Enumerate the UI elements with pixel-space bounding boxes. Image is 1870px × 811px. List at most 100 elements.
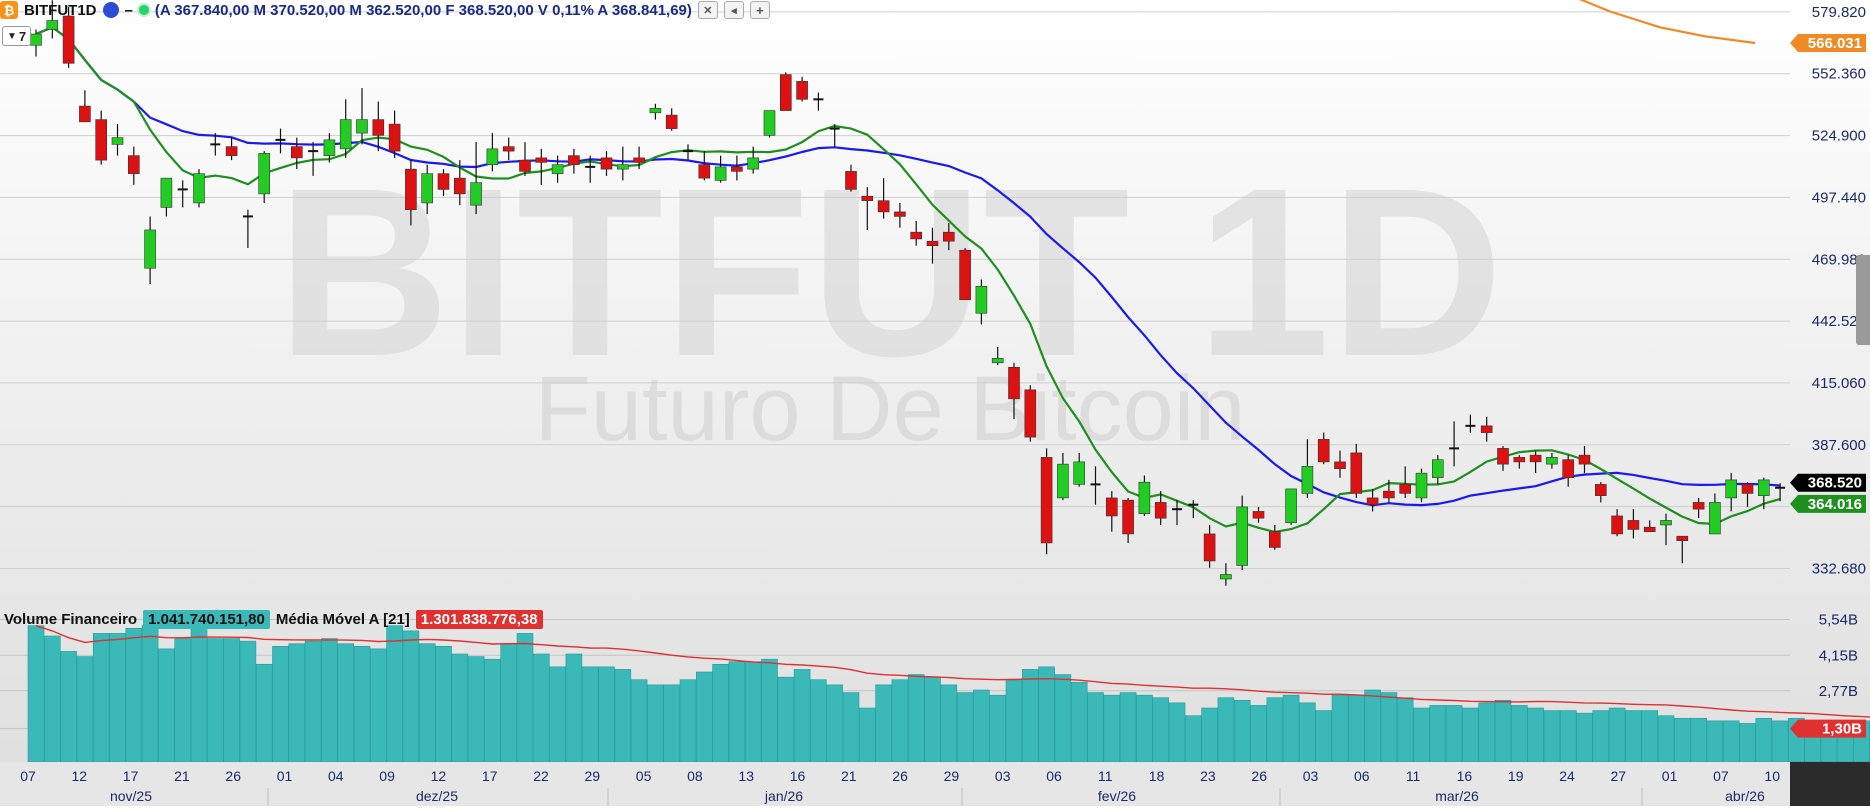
volume-bar bbox=[305, 641, 321, 762]
volume-bar bbox=[126, 628, 142, 762]
date-tick-label: 19 bbox=[1508, 768, 1524, 784]
candle-down bbox=[927, 241, 938, 246]
symbol-label[interactable]: BITFUT1D bbox=[24, 2, 97, 19]
volume-bar bbox=[1511, 705, 1527, 762]
volume-bar bbox=[1218, 698, 1234, 762]
volume-bar bbox=[827, 685, 843, 762]
volume-bar bbox=[843, 693, 859, 762]
candle-down bbox=[520, 160, 531, 171]
add-indicator-icon[interactable]: + bbox=[750, 1, 770, 19]
volume-bar bbox=[550, 667, 566, 762]
date-tick-label: 11 bbox=[1098, 768, 1113, 784]
volume-bar bbox=[256, 664, 272, 762]
candle-down bbox=[797, 81, 808, 99]
date-tick-label: 08 bbox=[687, 768, 703, 784]
volume-bar bbox=[1299, 703, 1315, 762]
candle-down bbox=[1318, 439, 1329, 462]
volume-tick-label: 5,54B bbox=[1819, 612, 1858, 629]
month-label: mar/26 bbox=[1435, 788, 1479, 804]
volume-bar bbox=[696, 672, 712, 762]
candle-down bbox=[1106, 498, 1117, 516]
volume-bar bbox=[1723, 721, 1739, 762]
volume-bar bbox=[289, 644, 305, 762]
volume-bar bbox=[794, 669, 810, 762]
candle-down bbox=[438, 174, 449, 190]
candle-down bbox=[1514, 457, 1525, 462]
price-tick-label: 524.900 bbox=[1812, 128, 1866, 145]
date-tick-label: 18 bbox=[1149, 768, 1165, 784]
candle-down bbox=[503, 147, 514, 152]
volume-bar bbox=[484, 659, 500, 762]
candle-down bbox=[1530, 455, 1541, 462]
volume-bar bbox=[1462, 708, 1478, 762]
volume-bar bbox=[1234, 700, 1250, 762]
arrow-icon[interactable]: ◂ bbox=[724, 1, 744, 19]
date-tick-label: 24 bbox=[1559, 768, 1575, 784]
candle-down bbox=[1025, 390, 1036, 437]
candle-up bbox=[161, 178, 172, 207]
date-tick-label: 23 bbox=[1200, 768, 1216, 784]
value-label-text: 368.520 bbox=[1808, 475, 1862, 492]
volume-bar bbox=[1251, 705, 1267, 762]
candle-up bbox=[976, 286, 987, 313]
candle-down bbox=[405, 169, 416, 210]
side-panel-toggle[interactable] bbox=[1856, 255, 1870, 345]
volume-value: 1.041.740.151,80 bbox=[143, 610, 270, 629]
date-tick-label: 21 bbox=[174, 768, 190, 784]
candle-down bbox=[731, 167, 742, 172]
volume-bar bbox=[1544, 711, 1560, 762]
volume-bar bbox=[778, 677, 794, 762]
volume-bar bbox=[1430, 705, 1446, 762]
candle-up bbox=[471, 183, 482, 206]
candle-up bbox=[1302, 466, 1313, 493]
candle-up bbox=[1139, 482, 1150, 514]
volume-bar bbox=[387, 626, 403, 762]
candle-down bbox=[1383, 491, 1394, 498]
volume-bar bbox=[273, 646, 289, 762]
date-tick-label: 26 bbox=[225, 768, 241, 784]
volume-bar bbox=[680, 680, 696, 762]
period-selector[interactable]: ▼ 7 bbox=[2, 26, 31, 46]
date-tick-label: 29 bbox=[944, 768, 960, 784]
volume-bar bbox=[1707, 721, 1723, 762]
volume-ma-label: Média Móvel A [21] bbox=[276, 611, 410, 628]
candle-up bbox=[340, 120, 351, 149]
candle-down bbox=[862, 196, 873, 201]
candle-down bbox=[1400, 484, 1411, 493]
volume-bar bbox=[158, 649, 174, 762]
candle-down bbox=[536, 158, 547, 163]
date-tick-label: 01 bbox=[1662, 768, 1678, 784]
volume-bar bbox=[1658, 716, 1674, 762]
volume-bar bbox=[436, 646, 452, 762]
value-label-text: 566.031 bbox=[1808, 35, 1862, 52]
volume-bar bbox=[1039, 667, 1055, 762]
volume-bar bbox=[1316, 711, 1332, 762]
collapse-icon[interactable]: – bbox=[125, 2, 133, 19]
date-tick-label: 12 bbox=[72, 768, 88, 784]
candle-up bbox=[552, 165, 563, 174]
ohlc-readout: (A 367.840,00 M 370.520,00 M 362.520,00 … bbox=[155, 2, 692, 19]
date-tick-label: 07 bbox=[1713, 768, 1729, 784]
date-tick-label: 05 bbox=[636, 768, 652, 784]
candle-up bbox=[764, 111, 775, 136]
price-tick-label: 579.820 bbox=[1812, 4, 1866, 21]
volume-bar bbox=[1495, 700, 1511, 762]
volume-bar bbox=[745, 662, 761, 762]
date-tick-label: 17 bbox=[482, 768, 498, 784]
period-value: 7 bbox=[19, 29, 26, 44]
volume-bar bbox=[44, 636, 60, 762]
price-tick-label: 415.060 bbox=[1812, 375, 1866, 392]
candle-down bbox=[1579, 455, 1590, 464]
volume-bar bbox=[1577, 713, 1593, 762]
date-tick-label: 12 bbox=[431, 768, 447, 784]
candle-down bbox=[1204, 534, 1215, 561]
volume-bar bbox=[859, 708, 875, 762]
candle-up bbox=[1546, 457, 1557, 464]
volume-bar bbox=[599, 667, 615, 762]
date-tick-label: 16 bbox=[790, 768, 806, 784]
volume-bar bbox=[93, 633, 109, 762]
settings-icon[interactable]: ✕ bbox=[698, 1, 718, 19]
candle-down bbox=[1367, 498, 1378, 505]
